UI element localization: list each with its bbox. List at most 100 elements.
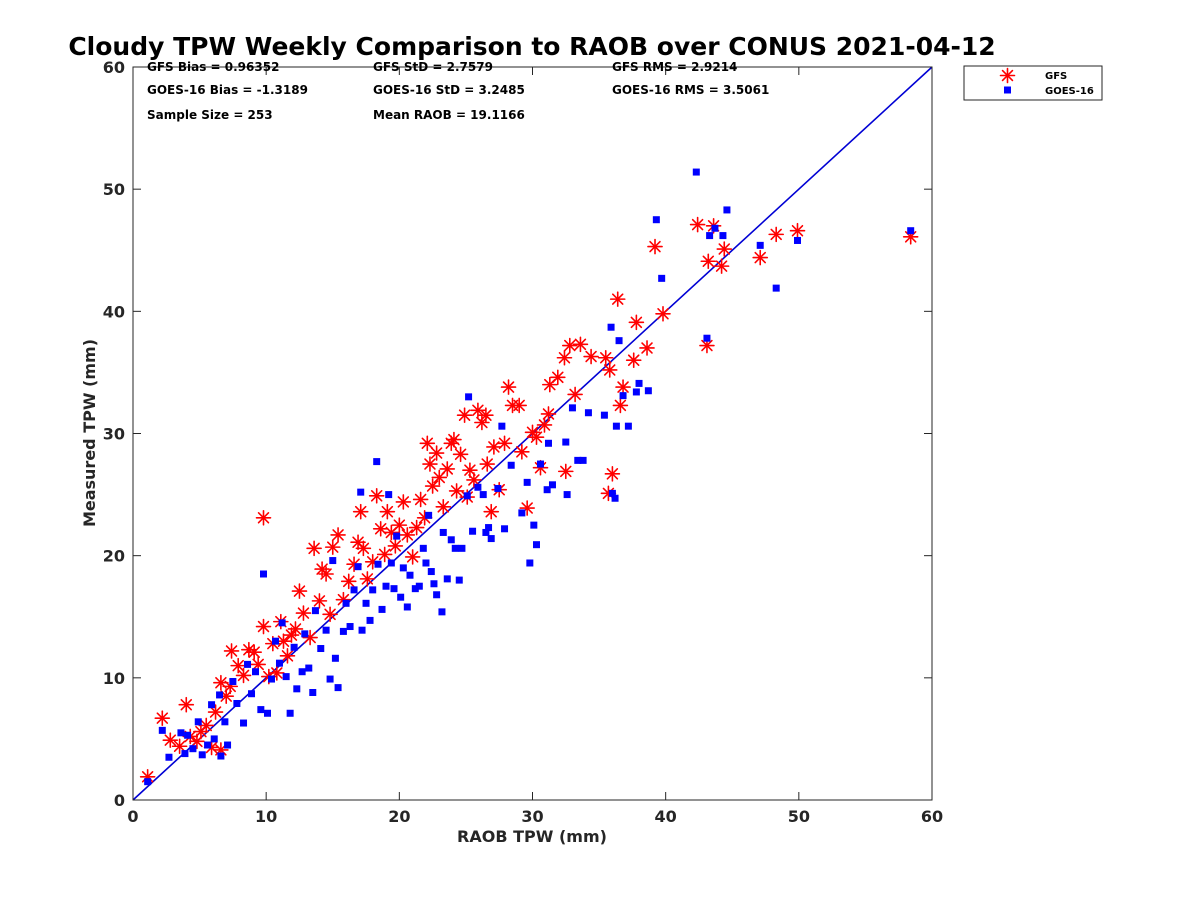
x-tick-label: 60 xyxy=(921,807,943,826)
goes16-point xyxy=(411,585,419,593)
goes16-point xyxy=(692,168,700,176)
goes16-point xyxy=(286,709,294,717)
goes16-point xyxy=(443,575,451,583)
y-tick-label: 0 xyxy=(114,791,125,810)
sample-size-text: Sample Size = 253 xyxy=(147,108,273,122)
goes16-point xyxy=(198,751,206,759)
goes16-point xyxy=(216,691,224,699)
gfs-point xyxy=(250,656,266,673)
goes16-series xyxy=(144,168,915,786)
y-tick-label: 10 xyxy=(103,669,125,688)
goes16-point xyxy=(711,224,719,232)
goes16-point xyxy=(358,626,366,634)
goes16-point xyxy=(536,460,544,468)
goes16-point xyxy=(311,607,319,615)
goes16-point xyxy=(530,521,538,529)
goes16-point xyxy=(240,719,248,727)
goes16-point xyxy=(562,438,570,446)
gfs-point xyxy=(752,249,769,266)
goes16-point xyxy=(181,750,189,758)
goes16-point xyxy=(144,778,152,786)
gfs-point xyxy=(223,643,240,659)
goes16-point xyxy=(772,284,780,292)
goes16-point xyxy=(544,439,552,447)
legend-box xyxy=(963,65,1103,101)
goes16-point xyxy=(158,726,166,734)
goes16-point xyxy=(526,559,534,567)
goes16-point xyxy=(574,456,582,464)
goes16-point xyxy=(543,486,551,494)
y-tick-label: 40 xyxy=(103,302,125,321)
goes16-point xyxy=(430,580,438,588)
gfs-point xyxy=(324,539,341,555)
goes16-point xyxy=(385,491,393,499)
gfs-point xyxy=(162,732,179,748)
goes16-rms-text: GOES-16 RMS = 3.5061 xyxy=(612,83,769,97)
gfs-point xyxy=(628,314,645,331)
gfs-point xyxy=(359,571,376,587)
gfs-point xyxy=(511,397,527,414)
chart-title: Cloudy TPW Weekly Comparison to RAOB ove… xyxy=(68,32,995,61)
goes16-point xyxy=(354,563,362,571)
goes16-point xyxy=(579,456,587,464)
goes16-point xyxy=(907,227,915,235)
gfs-point xyxy=(330,527,346,543)
x-axis-ticks: 0 10 20 30 40 50 60 xyxy=(127,67,943,826)
gfs-point xyxy=(408,519,425,536)
gfs-point xyxy=(311,593,328,609)
x-tick-label: 30 xyxy=(521,807,543,826)
goes16-point xyxy=(439,528,447,536)
goes16-point xyxy=(217,752,225,760)
goes16-point xyxy=(568,404,576,412)
gfs-point xyxy=(572,336,589,353)
goes16-point xyxy=(204,741,212,749)
gfs-point xyxy=(428,445,445,461)
gfs-point xyxy=(647,238,663,255)
legend-gfs-asterisk xyxy=(999,67,1016,84)
goes16-point xyxy=(233,699,241,707)
legend-gfs-label: GFS xyxy=(1045,71,1067,82)
x-tick-label: 50 xyxy=(788,807,810,826)
gfs-point xyxy=(556,349,573,366)
gfs-point xyxy=(355,540,372,557)
goes16-point xyxy=(469,527,477,535)
gfs-point xyxy=(716,241,733,257)
goes16-point xyxy=(334,684,342,692)
gfs-point xyxy=(235,667,252,684)
goes16-point xyxy=(635,379,643,387)
goes16-point xyxy=(632,388,640,396)
goes16-point xyxy=(378,605,386,613)
goes16-point xyxy=(282,673,290,681)
gfs-point xyxy=(412,491,429,508)
gfs-point xyxy=(655,305,671,322)
gfs-point xyxy=(368,488,385,504)
goes16-point xyxy=(248,690,256,698)
gfs-point xyxy=(399,527,416,543)
goes16-point xyxy=(346,623,354,631)
gfs-point xyxy=(452,446,469,463)
gfs-point xyxy=(302,629,318,646)
goes16-point xyxy=(298,668,306,676)
goes16-point xyxy=(301,630,309,638)
goes16-point xyxy=(189,745,197,753)
goes16-point xyxy=(369,586,377,594)
gfs-point xyxy=(470,402,486,419)
goes16-point xyxy=(278,619,286,627)
goes16-point xyxy=(794,236,802,244)
goes16-point xyxy=(339,627,347,635)
goes16-point xyxy=(482,528,490,536)
gfs-point xyxy=(639,340,655,356)
goes16-point xyxy=(487,535,495,543)
legend-goes16-label: GOES-16 xyxy=(1045,86,1094,97)
goes16-point xyxy=(422,559,430,567)
goes16-point xyxy=(305,664,313,672)
goes16-point xyxy=(644,387,652,395)
goes16-point xyxy=(485,524,493,532)
goes16-point xyxy=(290,643,298,651)
x-tick-label: 20 xyxy=(388,807,410,826)
gfs-point xyxy=(713,258,730,274)
goes16-point xyxy=(612,422,620,430)
goes16-point xyxy=(382,582,390,590)
stats-block: GFS Bias = 0.96352 GFS StD = 2.7579 GFS … xyxy=(147,60,769,122)
gfs-point xyxy=(306,540,322,557)
